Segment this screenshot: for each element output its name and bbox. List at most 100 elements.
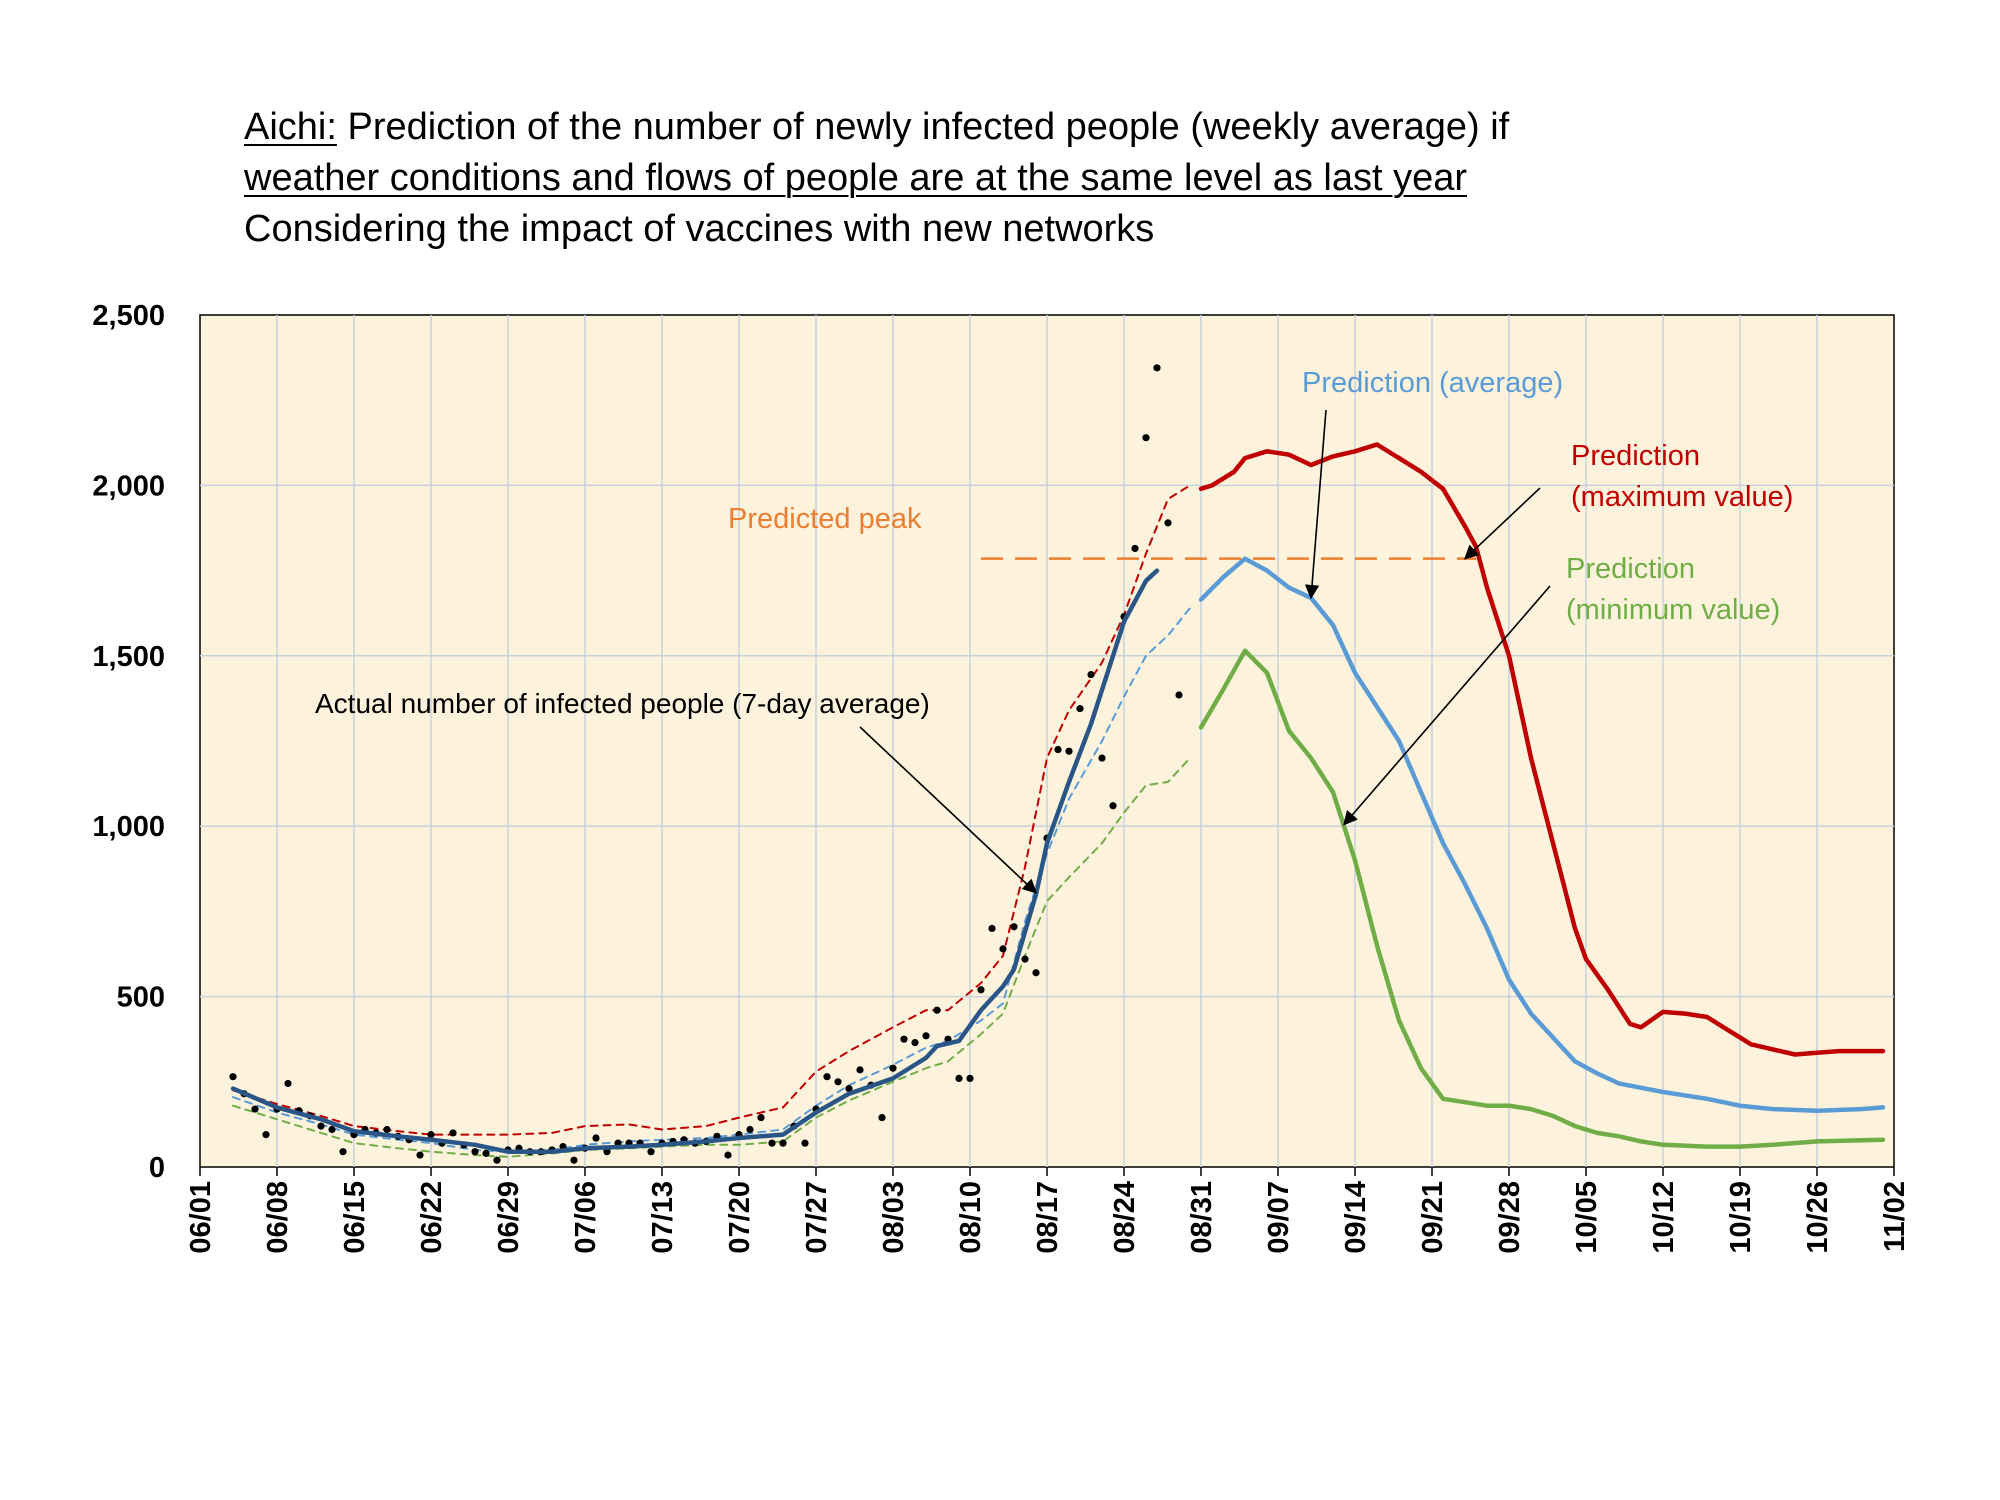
daily-case-point — [1142, 434, 1150, 442]
x-tick-label: 09/21 — [1417, 1181, 1449, 1254]
backtest-lower-line — [232, 757, 1191, 1158]
daily-case-point — [955, 1074, 963, 1082]
daily-case-point — [1153, 364, 1161, 372]
daily-case-point — [988, 924, 996, 933]
daily-case-point — [493, 1156, 501, 1164]
actual-7day-line — [230, 568, 1160, 1154]
prediction-average-arrow — [1304, 409, 1327, 600]
x-tick-label: 07/13 — [647, 1181, 679, 1254]
daily-case-point — [262, 1131, 270, 1139]
daily-case-point — [592, 1134, 600, 1142]
grid-lines — [199, 315, 1895, 1176]
daily-case-point — [471, 1148, 479, 1156]
daily-case-point — [284, 1079, 292, 1088]
daily-case-point — [383, 1125, 391, 1134]
x-tick-label: 08/31 — [1186, 1181, 1218, 1254]
backtest-upper-line — [232, 484, 1191, 1136]
x-tick-label: 06/08 — [262, 1181, 294, 1254]
x-tick-label: 06/15 — [339, 1181, 371, 1254]
daily-case-point — [724, 1151, 732, 1159]
x-tick-label: 07/06 — [570, 1181, 602, 1254]
daily-case-point — [449, 1129, 457, 1137]
daily-case-point — [823, 1073, 831, 1081]
title-condition: weather conditions and flows of people a… — [244, 157, 1468, 199]
prediction-minimum-line — [1198, 648, 1886, 1149]
daily-case-point — [922, 1032, 930, 1040]
x-tick-label: 10/12 — [1648, 1181, 1680, 1254]
y-tick-label: 2,500 — [92, 300, 165, 332]
y-tick-label: 0 — [149, 1152, 165, 1184]
prediction-maximum-label-line1: Prediction — [1571, 440, 1700, 472]
daily-case-point — [856, 1066, 864, 1074]
daily-case-point — [1054, 745, 1062, 754]
x-tick-label: 09/07 — [1263, 1181, 1295, 1254]
title-line-1-rest: Prediction of the number of newly infect… — [336, 106, 1510, 148]
x-tick-label: 11/02 — [1879, 1181, 1911, 1252]
daily-case-point — [251, 1105, 259, 1113]
daily-case-point — [1164, 519, 1172, 527]
daily-case-point — [834, 1078, 842, 1086]
daily-case-point — [757, 1113, 765, 1122]
daily-case-point — [768, 1139, 776, 1147]
x-tick-label: 08/10 — [955, 1181, 987, 1254]
daily-case-point — [1109, 802, 1117, 810]
x-tick-label: 10/26 — [1802, 1181, 1834, 1254]
daily-case-point — [911, 1039, 919, 1047]
actual-series-label: Actual number of infected people (7-day … — [315, 688, 930, 719]
x-tick-label: 09/28 — [1494, 1181, 1526, 1254]
daily-case-point — [427, 1131, 435, 1139]
daily-case-point — [416, 1151, 424, 1159]
x-tick-label: 10/19 — [1725, 1181, 1757, 1254]
data-series — [229, 364, 1886, 1164]
daily-case-point — [482, 1149, 490, 1157]
daily-case-point — [1087, 670, 1095, 679]
prediction-minimum-label-line2: (minimum value) — [1566, 594, 1780, 626]
x-tick-label: 08/17 — [1032, 1181, 1064, 1254]
chart-title: Aichi: Prediction of the number of newly… — [244, 102, 1509, 255]
prediction-minimum-arrow — [1343, 585, 1551, 826]
daily-case-point — [1175, 691, 1183, 699]
title-region: Aichi: — [244, 106, 337, 148]
annotations: Actual number of infected people (7-day … — [315, 367, 1793, 894]
daily-case-point — [845, 1085, 853, 1093]
x-tick-label: 09/14 — [1340, 1181, 1372, 1254]
daily-case-point — [647, 1148, 655, 1156]
daily-case-point — [1010, 923, 1018, 931]
daily-case-point — [603, 1148, 611, 1156]
daily-case-point — [779, 1139, 787, 1147]
prediction-maximum-label-line2: (maximum value) — [1571, 481, 1793, 513]
daily-case-point — [1032, 969, 1040, 977]
daily-case-point — [977, 986, 985, 994]
x-tick-label: 08/03 — [878, 1181, 910, 1254]
prediction-maximum-line — [1198, 442, 1886, 1057]
daily-case-point — [339, 1148, 347, 1156]
title-line-1: Aichi: Prediction of the number of newly… — [244, 102, 1509, 153]
daily-case-point — [1021, 955, 1029, 963]
daily-case-point — [746, 1125, 754, 1134]
x-tick-label: 07/27 — [801, 1181, 833, 1254]
title-line-3: Considering the impact of vaccines with … — [244, 208, 1155, 250]
predicted-peak-label: Predicted peak — [728, 503, 922, 535]
x-tick-label: 07/20 — [724, 1181, 756, 1254]
x-tick-label: 10/05 — [1571, 1181, 1603, 1254]
x-tick-label: 08/24 — [1109, 1181, 1141, 1254]
y-tick-label: 2,000 — [92, 470, 165, 502]
daily-case-point — [1065, 747, 1073, 755]
daily-case-point — [900, 1035, 908, 1043]
daily-case-point — [317, 1122, 325, 1130]
daily-case-point — [999, 945, 1007, 953]
title-line-2: weather conditions and flows of people a… — [244, 153, 1509, 204]
daily-case-point — [229, 1073, 237, 1081]
prediction-minimum-label-line1: Prediction — [1566, 553, 1695, 585]
daily-case-point — [1131, 544, 1139, 553]
y-tick-label: 1,000 — [92, 811, 165, 843]
x-axis-tick-labels: 06/01 06/08 06/15 06/22 06/29 07/06 07/13 07/20… — [185, 1181, 1911, 1254]
daily-case-point — [966, 1074, 974, 1082]
daily-case-point — [801, 1139, 809, 1147]
daily-case-point — [878, 1113, 886, 1122]
y-axis-tick-labels: 0 500 1,000 1,500 2,000 2,500 — [92, 300, 165, 1184]
x-tick-label: 06/29 — [493, 1181, 525, 1254]
daily-case-point — [1076, 705, 1084, 713]
prediction-average-label: Prediction (average) — [1302, 367, 1563, 399]
